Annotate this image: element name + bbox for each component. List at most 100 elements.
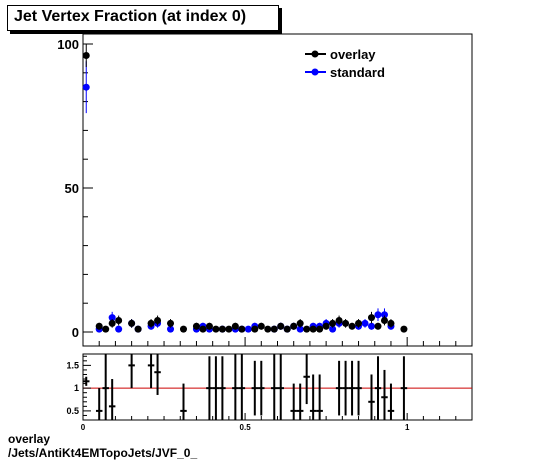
standard-point <box>380 308 388 322</box>
data-marker <box>335 316 343 324</box>
data-marker <box>108 319 116 327</box>
overlay-point <box>290 322 298 330</box>
standard-point <box>108 311 116 324</box>
data-marker <box>329 319 337 327</box>
ratio-point <box>251 360 259 416</box>
data-marker <box>102 325 110 333</box>
ratio-point <box>219 356 226 420</box>
ratio-point <box>128 354 135 389</box>
overlay-point <box>102 325 110 333</box>
y-tick-label: 50 <box>65 181 79 196</box>
overlay-point <box>270 325 278 333</box>
ratio-point <box>277 354 284 420</box>
footer-label-2: /Jets/AntiKt4EMTopoJets/JVF_0_ <box>8 446 198 460</box>
data-marker <box>108 314 116 322</box>
overlay-point <box>212 325 220 333</box>
ratio-point <box>316 374 323 420</box>
data-marker <box>115 325 123 333</box>
overlay-point <box>128 319 136 328</box>
overlay-point <box>238 325 246 333</box>
ratio-point <box>238 354 246 420</box>
data-marker <box>179 325 187 333</box>
overlay-point <box>387 319 395 328</box>
data-marker <box>238 325 246 333</box>
standard-point <box>368 322 376 330</box>
overlay-point <box>108 319 116 328</box>
data-marker <box>225 325 233 333</box>
data-marker <box>218 325 226 333</box>
overlay-point <box>257 322 265 330</box>
overlay-point <box>316 325 324 333</box>
overlay-point <box>335 315 343 326</box>
data-marker <box>199 325 207 333</box>
data-marker <box>329 325 337 333</box>
standard-point <box>329 325 337 333</box>
data-marker <box>296 319 304 327</box>
standard-point <box>82 61 90 114</box>
main-frame <box>82 33 473 347</box>
data-marker <box>212 325 220 333</box>
data-marker <box>231 322 239 330</box>
ratio-point <box>212 356 220 420</box>
data-marker <box>374 322 382 330</box>
ratio-y-tick-label: 1.5 <box>66 360 79 370</box>
data-marker <box>368 314 376 322</box>
overlay-point <box>192 322 200 330</box>
overlay-point <box>199 325 207 333</box>
data-marker <box>316 325 324 333</box>
data-marker <box>368 322 376 330</box>
ratio-point <box>290 383 297 420</box>
data-marker <box>348 322 356 330</box>
data-marker <box>303 325 311 333</box>
data-marker <box>322 322 330 330</box>
overlay-point <box>147 319 155 328</box>
data-marker <box>380 311 388 319</box>
legend-label: overlay <box>330 47 376 62</box>
standard-point <box>296 325 304 333</box>
standard-point <box>361 319 369 328</box>
data-marker <box>147 319 155 327</box>
data-marker <box>192 322 200 330</box>
data-marker <box>167 319 175 327</box>
ratio-frame <box>82 353 473 421</box>
legend-overlay: overlay <box>305 47 376 62</box>
data-marker <box>128 319 136 327</box>
ratio-x-tick-label: 0.5 <box>240 423 252 432</box>
overlay-point <box>374 322 382 330</box>
ratio-y-tick-label: 1 <box>74 383 79 393</box>
ratio-point <box>374 356 382 420</box>
ratio-point <box>154 354 161 395</box>
ratio-point <box>108 379 116 420</box>
data-marker <box>244 325 252 333</box>
overlay-point <box>400 325 408 333</box>
ratio-point <box>355 360 362 416</box>
ratio-point <box>381 369 388 420</box>
ratio-point <box>348 360 356 416</box>
data-marker <box>115 316 123 324</box>
overlay-point <box>179 325 187 333</box>
standard-point <box>115 325 123 333</box>
data-marker <box>355 319 363 327</box>
ratio-point <box>342 360 349 416</box>
data-marker <box>380 316 388 324</box>
overlay-point <box>115 315 123 326</box>
title-box: Jet Vertex Fraction (at index 0) <box>7 5 279 31</box>
overlay-point <box>342 319 350 328</box>
ratio-point <box>102 354 109 420</box>
overlay-point <box>154 315 162 326</box>
overlay-point <box>82 44 90 68</box>
overlay-point <box>205 322 213 330</box>
footer-label-1: overlay <box>8 432 51 446</box>
legend-standard: standard <box>305 65 385 80</box>
ratio-point <box>271 354 278 420</box>
y-tick-label: 100 <box>57 37 79 52</box>
legend-marker <box>311 68 319 76</box>
ratio-point <box>296 383 304 420</box>
overlay-point <box>348 322 356 330</box>
data-marker <box>154 316 162 324</box>
standard-point <box>244 325 252 333</box>
data-marker <box>387 319 395 327</box>
ratio-point <box>206 356 213 420</box>
data-marker <box>257 322 265 330</box>
legend-label: standard <box>330 65 385 80</box>
